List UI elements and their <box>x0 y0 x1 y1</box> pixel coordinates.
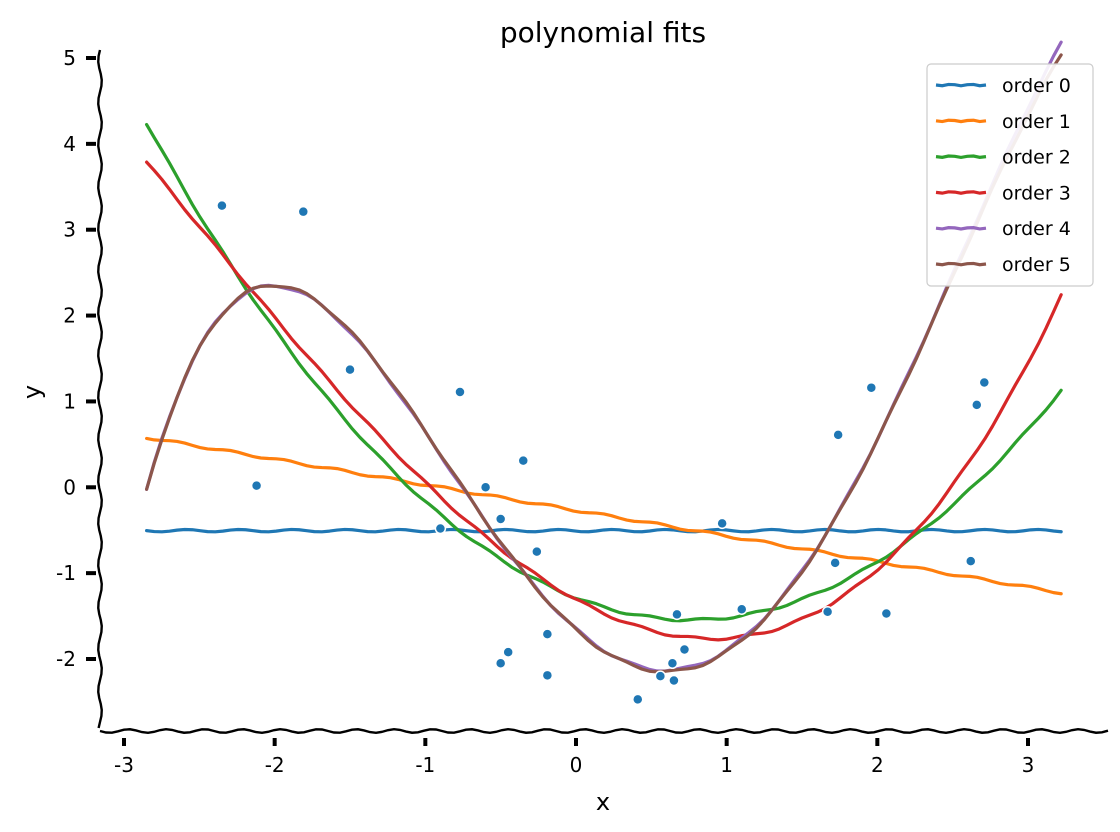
data-point <box>632 693 644 706</box>
legend-label: order 1 <box>1002 111 1071 133</box>
x-tick-label: 1 <box>720 753 733 777</box>
legend-label: order 4 <box>1002 218 1071 240</box>
series-line <box>145 40 1063 673</box>
data-point <box>829 557 841 569</box>
data-point <box>494 513 507 525</box>
data-point <box>250 479 263 492</box>
y-tick-label: -2 <box>56 647 76 671</box>
legend-swatch <box>935 82 987 88</box>
y-ticks: -2 -1 0 1 2 3 4 5 <box>56 46 96 671</box>
data-point <box>716 517 728 530</box>
legend: order 0 order 1 order 2 order 3 order 4 order… <box>926 63 1094 287</box>
data-point <box>880 607 893 620</box>
data-point <box>216 199 228 212</box>
y-tick-label: 3 <box>63 218 76 242</box>
y-tick-label: 4 <box>63 132 76 156</box>
scatter-points <box>216 199 991 706</box>
data-point <box>479 481 492 494</box>
legend-label: order 5 <box>1002 254 1071 276</box>
data-point <box>434 522 447 535</box>
y-tick-label: -1 <box>56 561 76 585</box>
series-line <box>145 527 1063 534</box>
y-tick-label: 2 <box>63 304 76 328</box>
series-line <box>145 436 1063 596</box>
series-line <box>145 122 1063 623</box>
y-tick-label: 1 <box>63 389 76 413</box>
x-axis-label: x <box>596 788 610 816</box>
data-point <box>735 603 748 615</box>
x-tick-label: 3 <box>1022 753 1035 777</box>
x-tick-label: 2 <box>871 753 884 777</box>
data-point <box>517 454 530 467</box>
x-tick-label: -3 <box>114 753 134 777</box>
data-point <box>454 386 466 398</box>
data-point <box>666 657 679 670</box>
legend-label: order 0 <box>1002 75 1071 97</box>
data-point <box>678 643 691 656</box>
data-point <box>971 399 983 411</box>
data-point <box>297 205 310 218</box>
data-point <box>821 606 834 618</box>
x-tick-label: -2 <box>265 753 285 777</box>
legend-frame <box>926 63 1094 287</box>
x-ticks: -3 -2 -1 0 1 2 3 <box>114 738 1034 777</box>
x-tick-label: -1 <box>415 753 435 777</box>
data-point <box>541 669 554 682</box>
data-point <box>978 376 991 389</box>
series-lines <box>145 40 1063 674</box>
y-axis-line <box>97 49 103 729</box>
x-axis-line <box>99 727 1109 735</box>
data-point <box>502 646 514 658</box>
legend-swatch <box>935 190 987 195</box>
y-axis-label: y <box>18 385 46 399</box>
x-tick-label: 0 <box>570 753 583 777</box>
data-point <box>344 363 356 376</box>
data-point <box>964 555 977 567</box>
data-point <box>671 608 683 621</box>
legend-swatch <box>935 118 987 124</box>
data-point <box>865 381 878 394</box>
legend-label: order 2 <box>1002 147 1071 169</box>
y-tick-label: 0 <box>63 475 76 499</box>
data-point <box>832 429 844 441</box>
data-point <box>531 545 543 558</box>
chart-title: polynomial fits <box>500 16 706 49</box>
legend-swatch <box>935 226 987 231</box>
data-point <box>654 670 667 682</box>
series-line <box>145 53 1063 674</box>
data-point <box>494 657 507 670</box>
legend-swatch <box>935 154 987 160</box>
data-point <box>541 628 554 640</box>
legend-label: order 3 <box>1002 182 1071 204</box>
series-line <box>145 160 1063 642</box>
axes <box>97 49 1109 735</box>
legend-swatch <box>935 261 987 267</box>
y-tick-label: 5 <box>63 46 76 70</box>
data-point <box>668 674 680 687</box>
